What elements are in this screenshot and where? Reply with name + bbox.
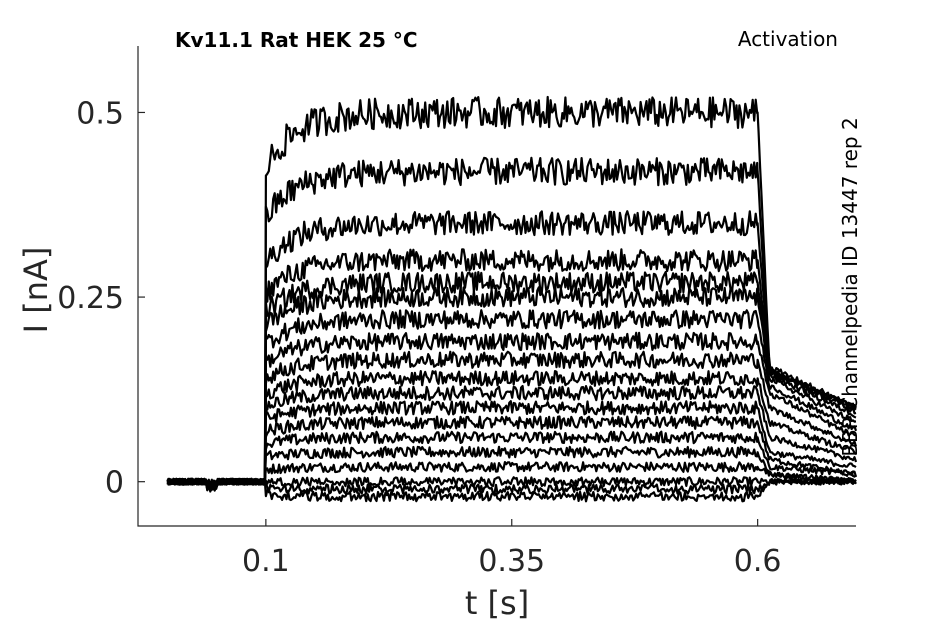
x-tick-label: 0.6 [734, 544, 782, 579]
chart-subtitle: Activation [738, 27, 838, 51]
chart-title: Kv11.1 Rat HEK 25 °C [175, 28, 418, 52]
x-axis-label: t [s] [465, 584, 529, 622]
y-tick-label: 0.25 [57, 281, 124, 316]
x-tick-label: 0.1 [242, 544, 290, 579]
x-tick-label: 0.35 [478, 544, 545, 579]
y-tick-label: 0.5 [76, 96, 124, 131]
y-tick-label: 0 [105, 466, 124, 501]
y-axis-label: I [nA] [17, 247, 55, 334]
side-annotation: BBP Channelpedia ID 13447 rep 2 [838, 117, 862, 456]
trace-group [168, 97, 857, 501]
